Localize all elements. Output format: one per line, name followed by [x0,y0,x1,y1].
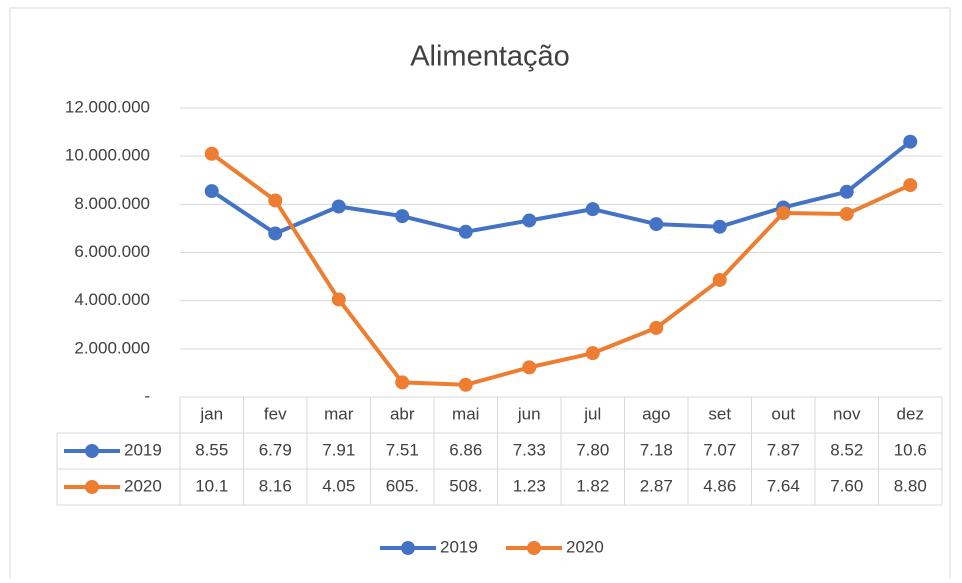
x-tick-label: mar [324,404,354,423]
line-series [210,140,912,236]
point [839,206,854,221]
table-cell: 6.86 [449,440,482,459]
point [712,272,727,287]
table-row-label: 2020 [124,476,162,495]
table-cell: 8.16 [259,476,292,495]
point [522,360,537,375]
table-cell: 1.82 [576,476,609,495]
table-cell: 7.51 [386,440,419,459]
table-cell: 8.80 [894,476,927,495]
chart-frame [9,7,951,583]
table-cell: 1.23 [513,476,546,495]
x-tick-label: fev [264,404,287,423]
y-tick-label: 2.000.000 [74,338,150,357]
table-cell: 508. [449,476,482,495]
x-tick-label: mai [452,404,479,423]
point [268,193,283,208]
table-cell: 8.52 [830,440,863,459]
y-tick-label: - [144,386,150,405]
table-cell: 4.05 [322,476,355,495]
x-tick-label: set [708,404,731,423]
point [204,146,219,161]
table-cell: 10.1 [195,476,228,495]
table-legend-marker [85,480,99,494]
point [903,134,918,149]
x-tick-label: dez [897,404,924,423]
table-cell: 7.60 [830,476,863,495]
point [649,217,664,232]
y-tick-label: 12.000.000 [65,97,150,116]
point [331,199,346,214]
point [331,292,346,307]
x-tick-label: nov [833,404,861,423]
point [458,377,473,392]
legend-marker [527,541,541,555]
point [776,206,791,221]
x-tick-label: jan [199,404,223,423]
table-cell: 8.55 [195,440,228,459]
x-tick-label: out [771,404,795,423]
point [268,226,283,241]
legend-label: 2019 [440,537,478,556]
point [204,184,219,199]
legend-marker [401,541,415,555]
x-tick-label: abr [390,404,415,423]
table-cell: 7.07 [703,440,736,459]
table-cell: 4.86 [703,476,736,495]
table-cell: 7.33 [513,440,546,459]
point [839,184,854,199]
point [712,219,727,234]
table-row-label: 2019 [124,440,162,459]
chart-title: Alimentação [410,41,570,73]
table-cell: 7.80 [576,440,609,459]
table-cell: 605. [386,476,419,495]
table-cell: 7.18 [640,440,673,459]
y-tick-label: 6.000.000 [74,242,150,261]
y-tick-label: 10.000.000 [65,146,150,165]
point [649,320,664,335]
table-legend-marker [85,444,99,458]
point [522,213,537,228]
table-cell: 6.79 [259,440,292,459]
point [395,209,410,224]
x-tick-label: ago [642,404,670,423]
table-cell: 10.6 [894,440,927,459]
line-series [210,152,912,387]
point [458,224,473,239]
point [395,375,410,390]
table-cell: 7.87 [767,440,800,459]
x-tick-label: jun [517,404,541,423]
point [903,178,918,193]
y-tick-label: 4.000.000 [74,290,150,309]
legend-label: 2020 [566,537,604,556]
table-cell: 7.91 [322,440,355,459]
point [585,202,600,217]
point [585,346,600,361]
x-tick-label: jul [583,404,601,423]
table-cell: 7.64 [767,476,800,495]
table-cell: 2.87 [640,476,673,495]
y-tick-label: 8.000.000 [74,194,150,213]
